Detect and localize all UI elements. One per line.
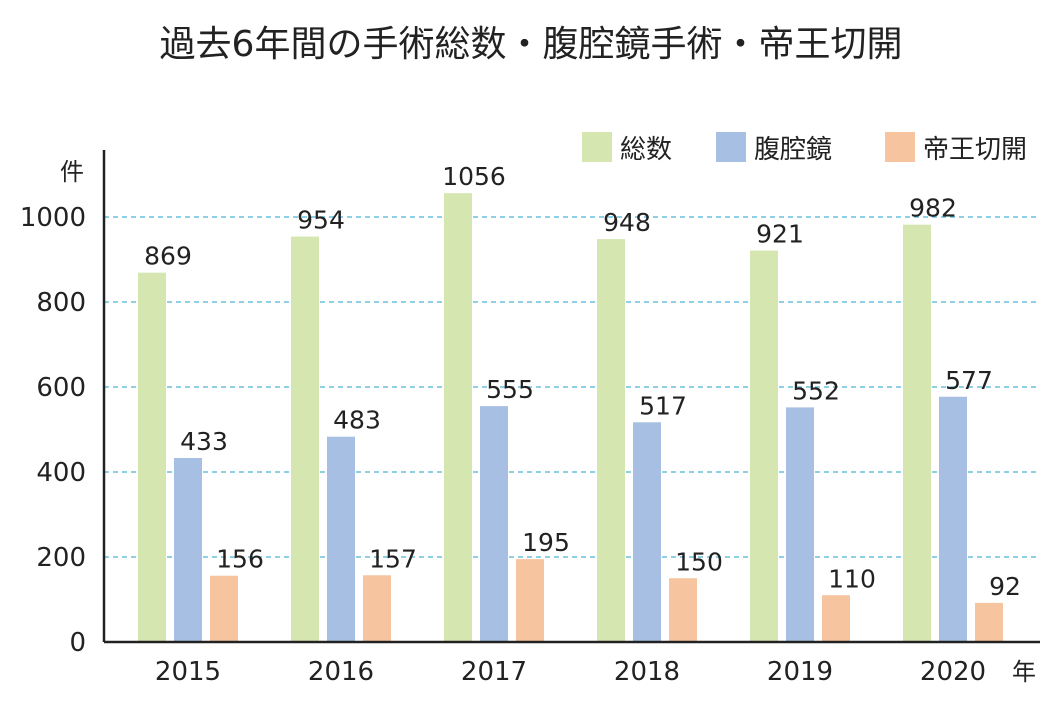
legend-swatch bbox=[885, 132, 915, 162]
bar-2017-1 bbox=[444, 193, 472, 642]
legend-swatch bbox=[582, 132, 612, 162]
data-label: 954 bbox=[297, 206, 345, 235]
legend-label: 帝王切開 bbox=[923, 135, 1027, 165]
data-label: 555 bbox=[486, 375, 534, 404]
gridlines bbox=[104, 216, 1040, 558]
x-tick-label: 2019 bbox=[767, 657, 833, 687]
bar-2020-3 bbox=[975, 602, 1003, 642]
bar-2018-3 bbox=[669, 578, 697, 642]
y-tick-label: 800 bbox=[36, 288, 86, 318]
y-tick-label: 400 bbox=[36, 458, 86, 488]
bar-2019-3 bbox=[822, 595, 850, 642]
data-label: 982 bbox=[909, 194, 957, 223]
bar-2016-3 bbox=[363, 575, 391, 642]
y-tick-label: 1000 bbox=[20, 203, 86, 233]
x-tick-label: 2018 bbox=[614, 657, 680, 687]
bar-2015-2 bbox=[174, 457, 202, 642]
data-label: 921 bbox=[756, 220, 804, 249]
legend-swatch bbox=[716, 132, 746, 162]
data-label: 150 bbox=[675, 547, 723, 576]
y-tick-label: 200 bbox=[36, 543, 86, 573]
bar-2019-1 bbox=[750, 250, 778, 642]
bar-2017-3 bbox=[516, 559, 544, 642]
bar-2017-2 bbox=[480, 406, 508, 642]
data-label: 157 bbox=[369, 544, 417, 573]
bar-2019-2 bbox=[786, 407, 814, 642]
legend-label: 腹腔鏡 bbox=[754, 135, 832, 165]
x-tick-label: 2016 bbox=[308, 657, 374, 687]
bar-2018-1 bbox=[597, 239, 625, 642]
bar-2015-1 bbox=[138, 272, 166, 642]
axes: 0 200 400 600 800 1000 2015 2016 2017 2018 2019 202… bbox=[20, 150, 1040, 687]
legend-label: 総数 bbox=[620, 135, 672, 165]
data-label: 948 bbox=[603, 208, 651, 237]
bar-2016-1 bbox=[291, 236, 319, 643]
x-axis-unit-label: 年 bbox=[1012, 658, 1036, 686]
legend: 総数 腹腔鏡 帝王切開 bbox=[582, 132, 1027, 165]
data-label: 552 bbox=[792, 376, 840, 405]
y-tick-label: 0 bbox=[69, 628, 86, 658]
bar-2016-2 bbox=[327, 436, 355, 642]
bar-2015-3 bbox=[210, 575, 238, 642]
data-label: 1056 bbox=[442, 162, 506, 191]
data-label: 195 bbox=[522, 528, 570, 557]
data-label: 433 bbox=[180, 427, 228, 456]
data-label: 869 bbox=[144, 242, 192, 271]
bar-2020-1 bbox=[903, 224, 931, 642]
y-axis-unit-label: 件 bbox=[60, 158, 84, 186]
data-label: 110 bbox=[828, 564, 876, 593]
data-label: 156 bbox=[216, 545, 264, 574]
bar-2020-2 bbox=[939, 396, 967, 642]
x-tick-label: 2015 bbox=[155, 657, 221, 687]
data-label: 577 bbox=[945, 366, 993, 395]
bars: 8694331569544831571056555195948517150921… bbox=[138, 162, 1021, 643]
x-tick-label: 2020 bbox=[920, 657, 986, 687]
data-label: 517 bbox=[639, 391, 687, 420]
x-tick-label: 2017 bbox=[461, 657, 527, 687]
chart-title: 過去6年間の手術総数・腹腔鏡手術・帝王切開 bbox=[160, 24, 903, 65]
data-label: 483 bbox=[333, 406, 381, 435]
data-label: 92 bbox=[989, 572, 1021, 601]
bar-2018-2 bbox=[633, 422, 661, 642]
y-tick-label: 600 bbox=[36, 373, 86, 403]
